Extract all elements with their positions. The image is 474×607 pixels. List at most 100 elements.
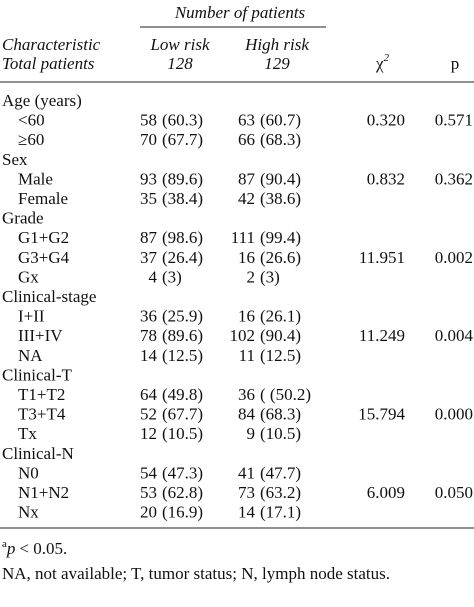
low-count: 87 [140, 228, 158, 247]
group-label: Age (years) [2, 91, 82, 110]
high-percent: (68.3) [260, 405, 301, 424]
high-count: 36 [238, 385, 255, 404]
col-header: χ2 [375, 52, 390, 73]
high-count: 111 [231, 228, 255, 247]
row-label: T3+T4 [18, 405, 66, 424]
footnote-marker: a [2, 538, 7, 550]
high-percent: (47.7) [260, 463, 301, 482]
row-label: ≥60 [18, 130, 44, 149]
high-percent: (99.4) [260, 228, 301, 247]
low-percent: (60.3) [162, 111, 203, 130]
high-count: 16 [238, 248, 255, 267]
low-count: 37 [140, 248, 158, 267]
group-label: Sex [2, 150, 28, 169]
high-percent: (90.4) [260, 169, 301, 188]
high-count: 84 [238, 405, 256, 424]
col-header: High risk [244, 35, 309, 54]
high-count: 16 [238, 307, 255, 326]
row-label: Gx [18, 267, 39, 286]
low-count: 52 [140, 405, 157, 424]
low-percent: (98.6) [162, 228, 203, 247]
group-label: Clinical-T [2, 365, 72, 384]
high-percent: (26.1) [260, 307, 301, 326]
low-count: 54 [140, 463, 158, 482]
low-count: 70 [140, 130, 157, 149]
chi-symbol: χ [375, 54, 384, 73]
chi-square: 11.951 [359, 248, 405, 267]
row-label: G3+G4 [18, 248, 70, 267]
high-percent: (10.5) [260, 424, 301, 443]
high-count: 73 [238, 483, 255, 502]
high-count: 41 [238, 463, 255, 482]
high-percent: (26.6) [260, 248, 301, 267]
col-header: Characteristic [2, 35, 101, 54]
col-header: 129 [264, 54, 290, 73]
high-percent: (63.2) [260, 483, 301, 502]
chi-sup: 2 [384, 52, 390, 64]
row-label: N0 [18, 463, 39, 482]
p-value: 0.362 [435, 169, 473, 188]
chi-square: 0.320 [367, 111, 405, 130]
row-label: G1+G2 [18, 228, 69, 247]
high-percent: (90.4) [260, 326, 301, 345]
high-count: 42 [238, 189, 255, 208]
p-value: 0.050 [435, 483, 473, 502]
low-percent: (16.9) [162, 503, 203, 522]
low-percent: (3) [162, 267, 182, 286]
col-header: 128 [167, 54, 193, 73]
group-label: Clinical-stage [2, 287, 96, 306]
col-header: p [451, 54, 460, 73]
low-percent: (47.3) [162, 463, 203, 482]
low-count: 35 [140, 189, 157, 208]
p-value: 0.000 [435, 405, 473, 424]
p-value: 0.571 [435, 111, 473, 130]
low-count: 78 [140, 326, 157, 345]
low-count: 58 [140, 111, 157, 130]
row-label: Male [18, 169, 53, 188]
footnote-text: < 0.05. [19, 539, 67, 558]
low-count: 4 [149, 267, 158, 286]
chi-square: 0.832 [367, 169, 405, 188]
row-label: Female [18, 189, 68, 208]
high-percent: ( (50.2) [260, 385, 311, 404]
low-count: 93 [140, 169, 157, 188]
p-value: 0.002 [435, 248, 473, 267]
high-count: 63 [238, 111, 255, 130]
low-count: 14 [140, 346, 158, 365]
row-label: NA [18, 346, 43, 365]
row-label: N1+N2 [18, 483, 69, 502]
high-percent: (3) [260, 267, 280, 286]
footnote-var: p [6, 539, 16, 558]
high-percent: (60.7) [260, 111, 301, 130]
footnote: NA, not available; T, tumor status; N, l… [2, 564, 390, 583]
low-percent: (89.6) [162, 326, 203, 345]
high-count: 9 [247, 424, 256, 443]
low-percent: (12.5) [162, 346, 203, 365]
col-header: Low risk [149, 35, 209, 54]
row-label: <60 [18, 111, 45, 130]
low-percent: (49.8) [162, 385, 203, 404]
high-count: 102 [230, 326, 256, 345]
low-count: 20 [140, 503, 157, 522]
high-percent: (12.5) [260, 346, 301, 365]
row-label: T1+T2 [18, 385, 65, 404]
high-count: 14 [238, 503, 256, 522]
high-count: 2 [247, 267, 256, 286]
span-title: Number of patients [174, 3, 306, 22]
low-count: 64 [140, 385, 158, 404]
p-value: 0.004 [435, 326, 474, 345]
low-percent: (26.4) [162, 248, 203, 267]
row-label: I+II [18, 307, 45, 326]
low-percent: (67.7) [162, 405, 203, 424]
chi-square: 6.009 [367, 483, 405, 502]
row-label: III+IV [18, 326, 63, 345]
row-label: Nx [18, 503, 39, 522]
chi-square: 15.794 [358, 405, 405, 424]
row-label: Tx [18, 424, 37, 443]
high-count: 66 [238, 130, 255, 149]
col-header: Total patients [2, 54, 95, 73]
low-percent: (38.4) [162, 189, 203, 208]
low-percent: (25.9) [162, 307, 203, 326]
